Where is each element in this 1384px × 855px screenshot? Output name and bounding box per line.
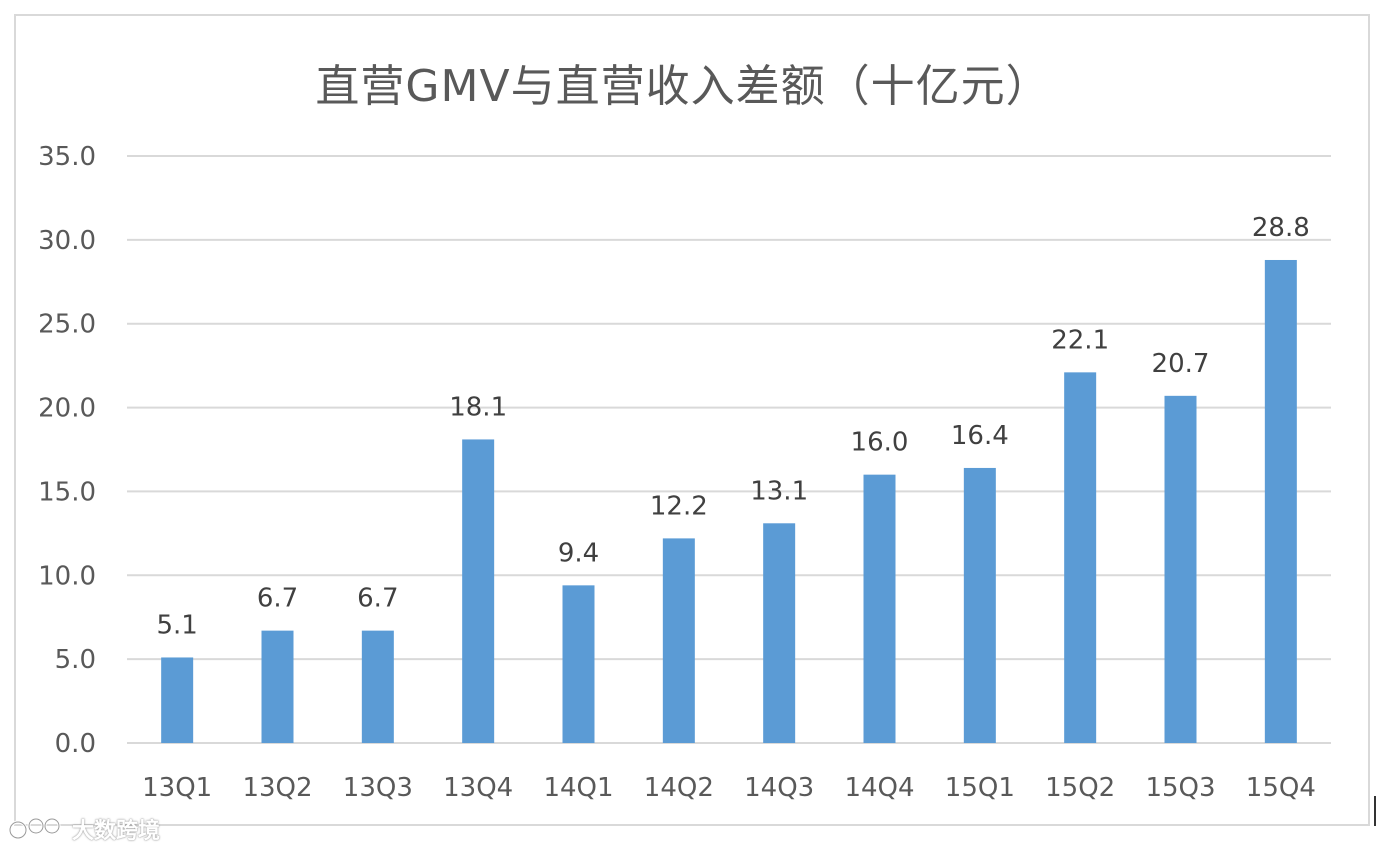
text-cursor-icon [1374, 796, 1376, 826]
y-tick-label: 30.0 [38, 226, 96, 256]
y-tick-label: 35.0 [38, 142, 96, 172]
bar [763, 523, 796, 743]
data-label: 16.4 [951, 421, 1009, 451]
bar [963, 467, 996, 743]
y-tick-label: 10.0 [38, 561, 96, 591]
bar [1164, 395, 1197, 743]
y-tick-label: 25.0 [38, 310, 96, 340]
data-label: 22.1 [1051, 325, 1109, 355]
data-label: 13.1 [750, 476, 808, 506]
data-label: 9.4 [558, 538, 599, 568]
bar [1264, 259, 1297, 743]
x-tick-label: 15Q1 [945, 773, 1015, 803]
watermark-logo-icon [8, 817, 61, 840]
x-tick-label: 14Q2 [644, 773, 714, 803]
data-label: 6.7 [357, 584, 398, 614]
bar [261, 630, 294, 743]
x-tick-label: 13Q4 [443, 773, 513, 803]
bar [863, 474, 896, 743]
x-tick-label: 13Q3 [343, 773, 413, 803]
data-label: 12.2 [650, 491, 708, 521]
x-tick-label: 15Q4 [1246, 773, 1316, 803]
x-tick-label: 14Q4 [844, 773, 914, 803]
y-tick-label: 15.0 [38, 477, 96, 507]
bar [161, 657, 194, 743]
bar [562, 585, 595, 743]
x-tick-label: 15Q2 [1045, 773, 1115, 803]
x-tick-label: 14Q1 [543, 773, 613, 803]
x-tick-label: 13Q1 [142, 773, 212, 803]
y-tick-label: 5.0 [55, 645, 96, 675]
bar [361, 630, 394, 743]
data-label: 6.7 [257, 584, 298, 614]
data-label: 20.7 [1152, 349, 1210, 379]
watermark: 大数跨境 [8, 812, 160, 846]
bar [1064, 372, 1097, 743]
x-tick-label: 15Q3 [1145, 773, 1215, 803]
y-tick-label: 20.0 [38, 394, 96, 424]
data-label: 18.1 [449, 392, 507, 422]
data-label: 5.1 [156, 610, 197, 640]
watermark-text: 大数跨境 [72, 819, 161, 844]
bar [462, 439, 495, 743]
x-tick-label: 14Q3 [744, 773, 814, 803]
x-tick-label: 13Q2 [242, 773, 312, 803]
bar [662, 538, 695, 743]
data-label: 16.0 [851, 428, 909, 458]
data-label: 28.8 [1252, 213, 1310, 243]
chart-title: 直营GMV与直营收入差额（十亿元） [315, 61, 1051, 112]
y-tick-label: 0.0 [55, 729, 96, 759]
